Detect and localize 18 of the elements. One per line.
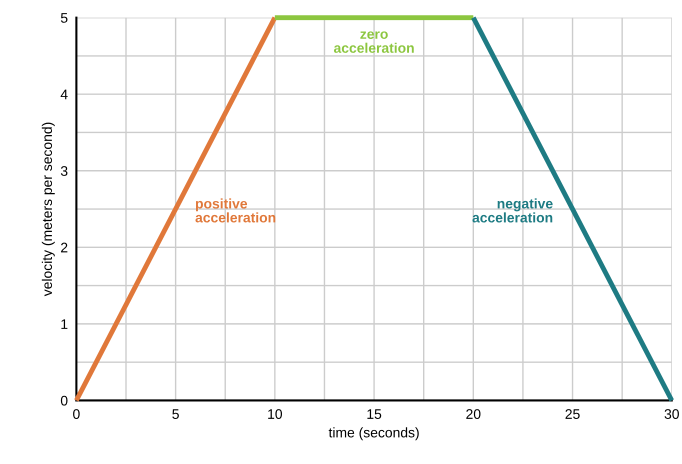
- y-tick-label: 5: [60, 13, 68, 23]
- y-tick-label: 3: [60, 166, 68, 176]
- y-axis-title: velocity (meters per second): [42, 122, 55, 296]
- y-tick-label: 1: [61, 319, 68, 329]
- x-tick-label: 25: [566, 409, 580, 419]
- x-tick-label: 20: [466, 409, 480, 419]
- x-tick-label: 0: [73, 409, 80, 419]
- x-tick-label: 30: [664, 409, 679, 419]
- series-label: zero acceleration: [334, 31, 414, 53]
- y-tick-label: 0: [60, 396, 68, 406]
- y-tick-label: 4: [60, 90, 68, 100]
- series-label: negative acceleration: [472, 198, 553, 223]
- x-tick-label: 10: [268, 409, 282, 419]
- series-label: positive acceleration: [195, 198, 276, 223]
- x-tick-label: 15: [367, 409, 382, 419]
- x-axis-title: time (seconds): [328, 427, 419, 440]
- y-tick-label: 2: [61, 242, 68, 252]
- x-tick-label: 5: [172, 409, 179, 419]
